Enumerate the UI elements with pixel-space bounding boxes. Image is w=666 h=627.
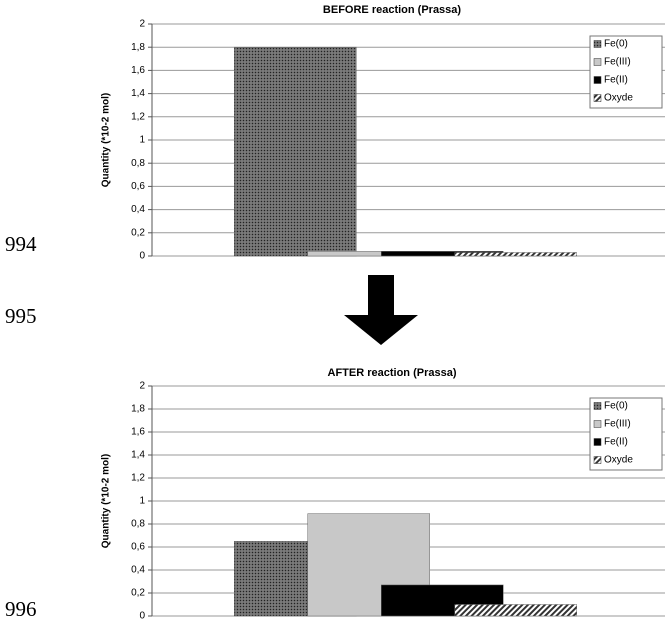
y-tick-label: 1,6: [131, 427, 145, 438]
y-tick-label: 1: [139, 496, 145, 507]
line-number: 996: [5, 597, 37, 621]
y-tick-label: 0,4: [131, 565, 145, 576]
y-tick-label: 1: [139, 135, 145, 146]
bar: [454, 252, 577, 257]
legend-label: Fe(0): [604, 401, 628, 412]
legend-swatch: [593, 438, 602, 446]
bar: [234, 46, 357, 257]
y-tick-label: 1,6: [131, 65, 145, 76]
bar: [454, 604, 577, 617]
legend-label: Oxyde: [604, 93, 633, 104]
legend-swatch: [593, 76, 602, 84]
y-tick-label: 0,4: [131, 204, 145, 215]
legend-label: Fe(II): [604, 75, 628, 86]
legend-swatch: [593, 456, 602, 464]
y-tick-label: 1,8: [131, 404, 145, 415]
arrow: [344, 275, 418, 345]
line-number: 994: [5, 232, 37, 256]
chart-title: AFTER reaction (Prassa): [328, 367, 457, 379]
legend-box: [589, 397, 663, 471]
y-tick-label: 0,2: [131, 227, 145, 238]
legend-label: Fe(III): [604, 419, 631, 430]
y-tick-label: 1,2: [131, 473, 145, 484]
y-axis-label: Quantity (*10-2 mol): [101, 93, 112, 187]
legend-swatch: [593, 94, 602, 102]
y-tick-label: 0,8: [131, 519, 145, 530]
y-tick-label: 2: [139, 381, 145, 392]
y-tick-label: 1,4: [131, 450, 145, 461]
legend-swatch: [593, 420, 602, 428]
y-tick-label: 2: [139, 19, 145, 30]
y-tick-label: 0: [139, 251, 145, 262]
y-axis-label: Quantity (*10-2 mol): [101, 454, 112, 548]
legend-label: Fe(0): [604, 39, 628, 50]
y-tick-label: 0,8: [131, 158, 145, 169]
y-tick-label: 1,8: [131, 42, 145, 53]
legend-label: Fe(II): [604, 437, 628, 448]
y-tick-label: 0,2: [131, 588, 145, 599]
y-tick-label: 1,4: [131, 88, 145, 99]
y-tick-label: 0: [139, 611, 145, 622]
y-tick-label: 0,6: [131, 542, 145, 553]
legend-box: [589, 35, 663, 109]
y-tick-label: 1,2: [131, 111, 145, 122]
legend-swatch: [593, 40, 602, 48]
legend-label: Fe(III): [604, 57, 631, 68]
legend-swatch: [593, 58, 602, 66]
chart-title: BEFORE reaction (Prassa): [323, 4, 461, 16]
legend-label: Oxyde: [604, 455, 633, 466]
y-tick-label: 0,6: [131, 181, 145, 192]
line-number: 995: [5, 304, 37, 328]
legend-swatch: [593, 402, 602, 410]
